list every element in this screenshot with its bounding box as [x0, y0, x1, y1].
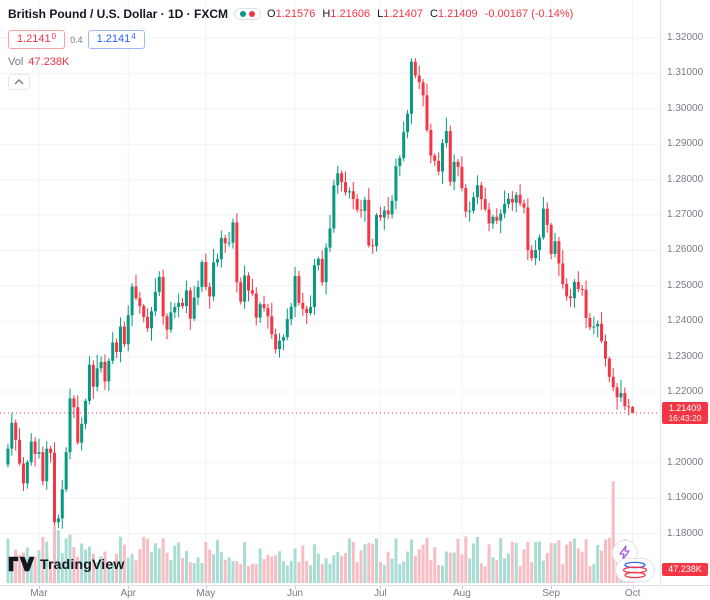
time-axis-tick: [461, 586, 463, 589]
buy-button[interactable]: 1.2141 4: [87, 30, 145, 49]
price-axis-label: 1.26000: [667, 244, 704, 256]
buy-price: 1.2141: [96, 33, 131, 45]
high-label: H: [322, 8, 331, 20]
sell-price: 1.2141: [17, 33, 51, 45]
collapse-legend-button[interactable]: [8, 74, 30, 90]
price-axis-label: 1.29000: [667, 138, 704, 150]
price-axis-label: 1.25000: [667, 279, 704, 291]
price-axis-label: 1.28000: [667, 173, 704, 185]
quote-toggle-pill[interactable]: [234, 8, 262, 20]
chevron-up-icon: [14, 79, 24, 85]
time-axis-label: Sep: [542, 588, 561, 599]
tradingview-logo-text: TradingView: [40, 556, 125, 572]
change-value: -0.00167 (-0.14%): [484, 8, 574, 20]
low-value: 1.21407: [383, 8, 423, 20]
price-axis-label: 1.18000: [667, 527, 704, 539]
spread-value: 0.4: [70, 34, 83, 45]
tradingview-mark-icon: [8, 556, 34, 572]
chart-legend: British Pound / U.S. Dollar · 1D · FXCM …: [8, 6, 573, 90]
price-axis-label: 1.24000: [667, 315, 704, 327]
bar-countdown: 16:43:20: [668, 412, 702, 423]
object-stack-button[interactable]: [615, 558, 655, 582]
time-axis-label: Apr: [120, 588, 136, 599]
close-label: C: [429, 8, 438, 20]
bid-dot-icon: [240, 11, 247, 17]
time-axis[interactable]: Mar Apr May Jun Jul Aug Sep Oct: [0, 585, 710, 600]
tradingview-logo[interactable]: TradingView: [8, 556, 124, 572]
time-axis-label: Jun: [286, 588, 304, 599]
last-price-badge: 1.21409 16:43:20: [662, 401, 708, 424]
open-value: 1.21576: [275, 8, 316, 20]
open-label: O: [267, 8, 276, 20]
time-axis-label: Aug: [452, 588, 471, 599]
volume-indicator-row[interactable]: Vol 47.238K: [8, 56, 573, 68]
time-axis-tick: [632, 586, 634, 589]
time-axis-label: May: [196, 588, 216, 599]
price-axis-label: 1.31000: [667, 67, 704, 79]
price-axis-label: 1.27000: [667, 209, 704, 220]
volume-value: 47.238K: [28, 56, 70, 68]
high-value: 1.21606: [330, 8, 371, 20]
price-axis-label: 1.22000: [667, 386, 704, 397]
time-axis-tick: [551, 586, 553, 589]
symbol-title[interactable]: British Pound / U.S. Dollar · 1D · FXCM: [8, 7, 229, 21]
time-axis-label: Mar: [30, 588, 48, 599]
time-axis-tick: [128, 586, 130, 589]
time-axis-tick: [38, 586, 40, 589]
time-axis-label: Oct: [624, 588, 641, 599]
volume-label: Vol: [8, 56, 24, 68]
low-label: L: [377, 8, 384, 20]
time-axis-tick: [295, 586, 297, 589]
price-axis-label: 1.30000: [667, 102, 704, 114]
time-axis-tick: [380, 586, 382, 589]
buy-price-sup: 4: [131, 32, 136, 41]
last-price-value: 1.21409: [668, 402, 702, 413]
stacked-layers-icon: [622, 561, 648, 579]
price-axis[interactable]: 1.21409 16:43:20 47.238K 1.32000 1.31000 1…: [660, 0, 710, 585]
ask-dot-icon: [249, 11, 256, 17]
price-axis-label: 1.23000: [667, 350, 704, 362]
ohlc-readout: O1.21576 H1.21606 L1.21407 C1.21409 -0.0…: [267, 8, 573, 20]
time-axis-tick: [205, 586, 207, 589]
price-axis-label: 1.20000: [667, 456, 704, 468]
price-chart-canvas[interactable]: [0, 0, 660, 585]
price-axis-label: 1.19000: [667, 492, 704, 504]
sell-button[interactable]: 1.2141 0: [8, 30, 66, 49]
sell-price-sup: 0: [51, 32, 57, 41]
close-value: 1.21409: [437, 8, 478, 20]
price-axis-label: 1.32000: [667, 32, 704, 43]
volume-axis-badge: 47.238K: [662, 563, 708, 576]
time-axis-label: Jul: [374, 588, 387, 599]
